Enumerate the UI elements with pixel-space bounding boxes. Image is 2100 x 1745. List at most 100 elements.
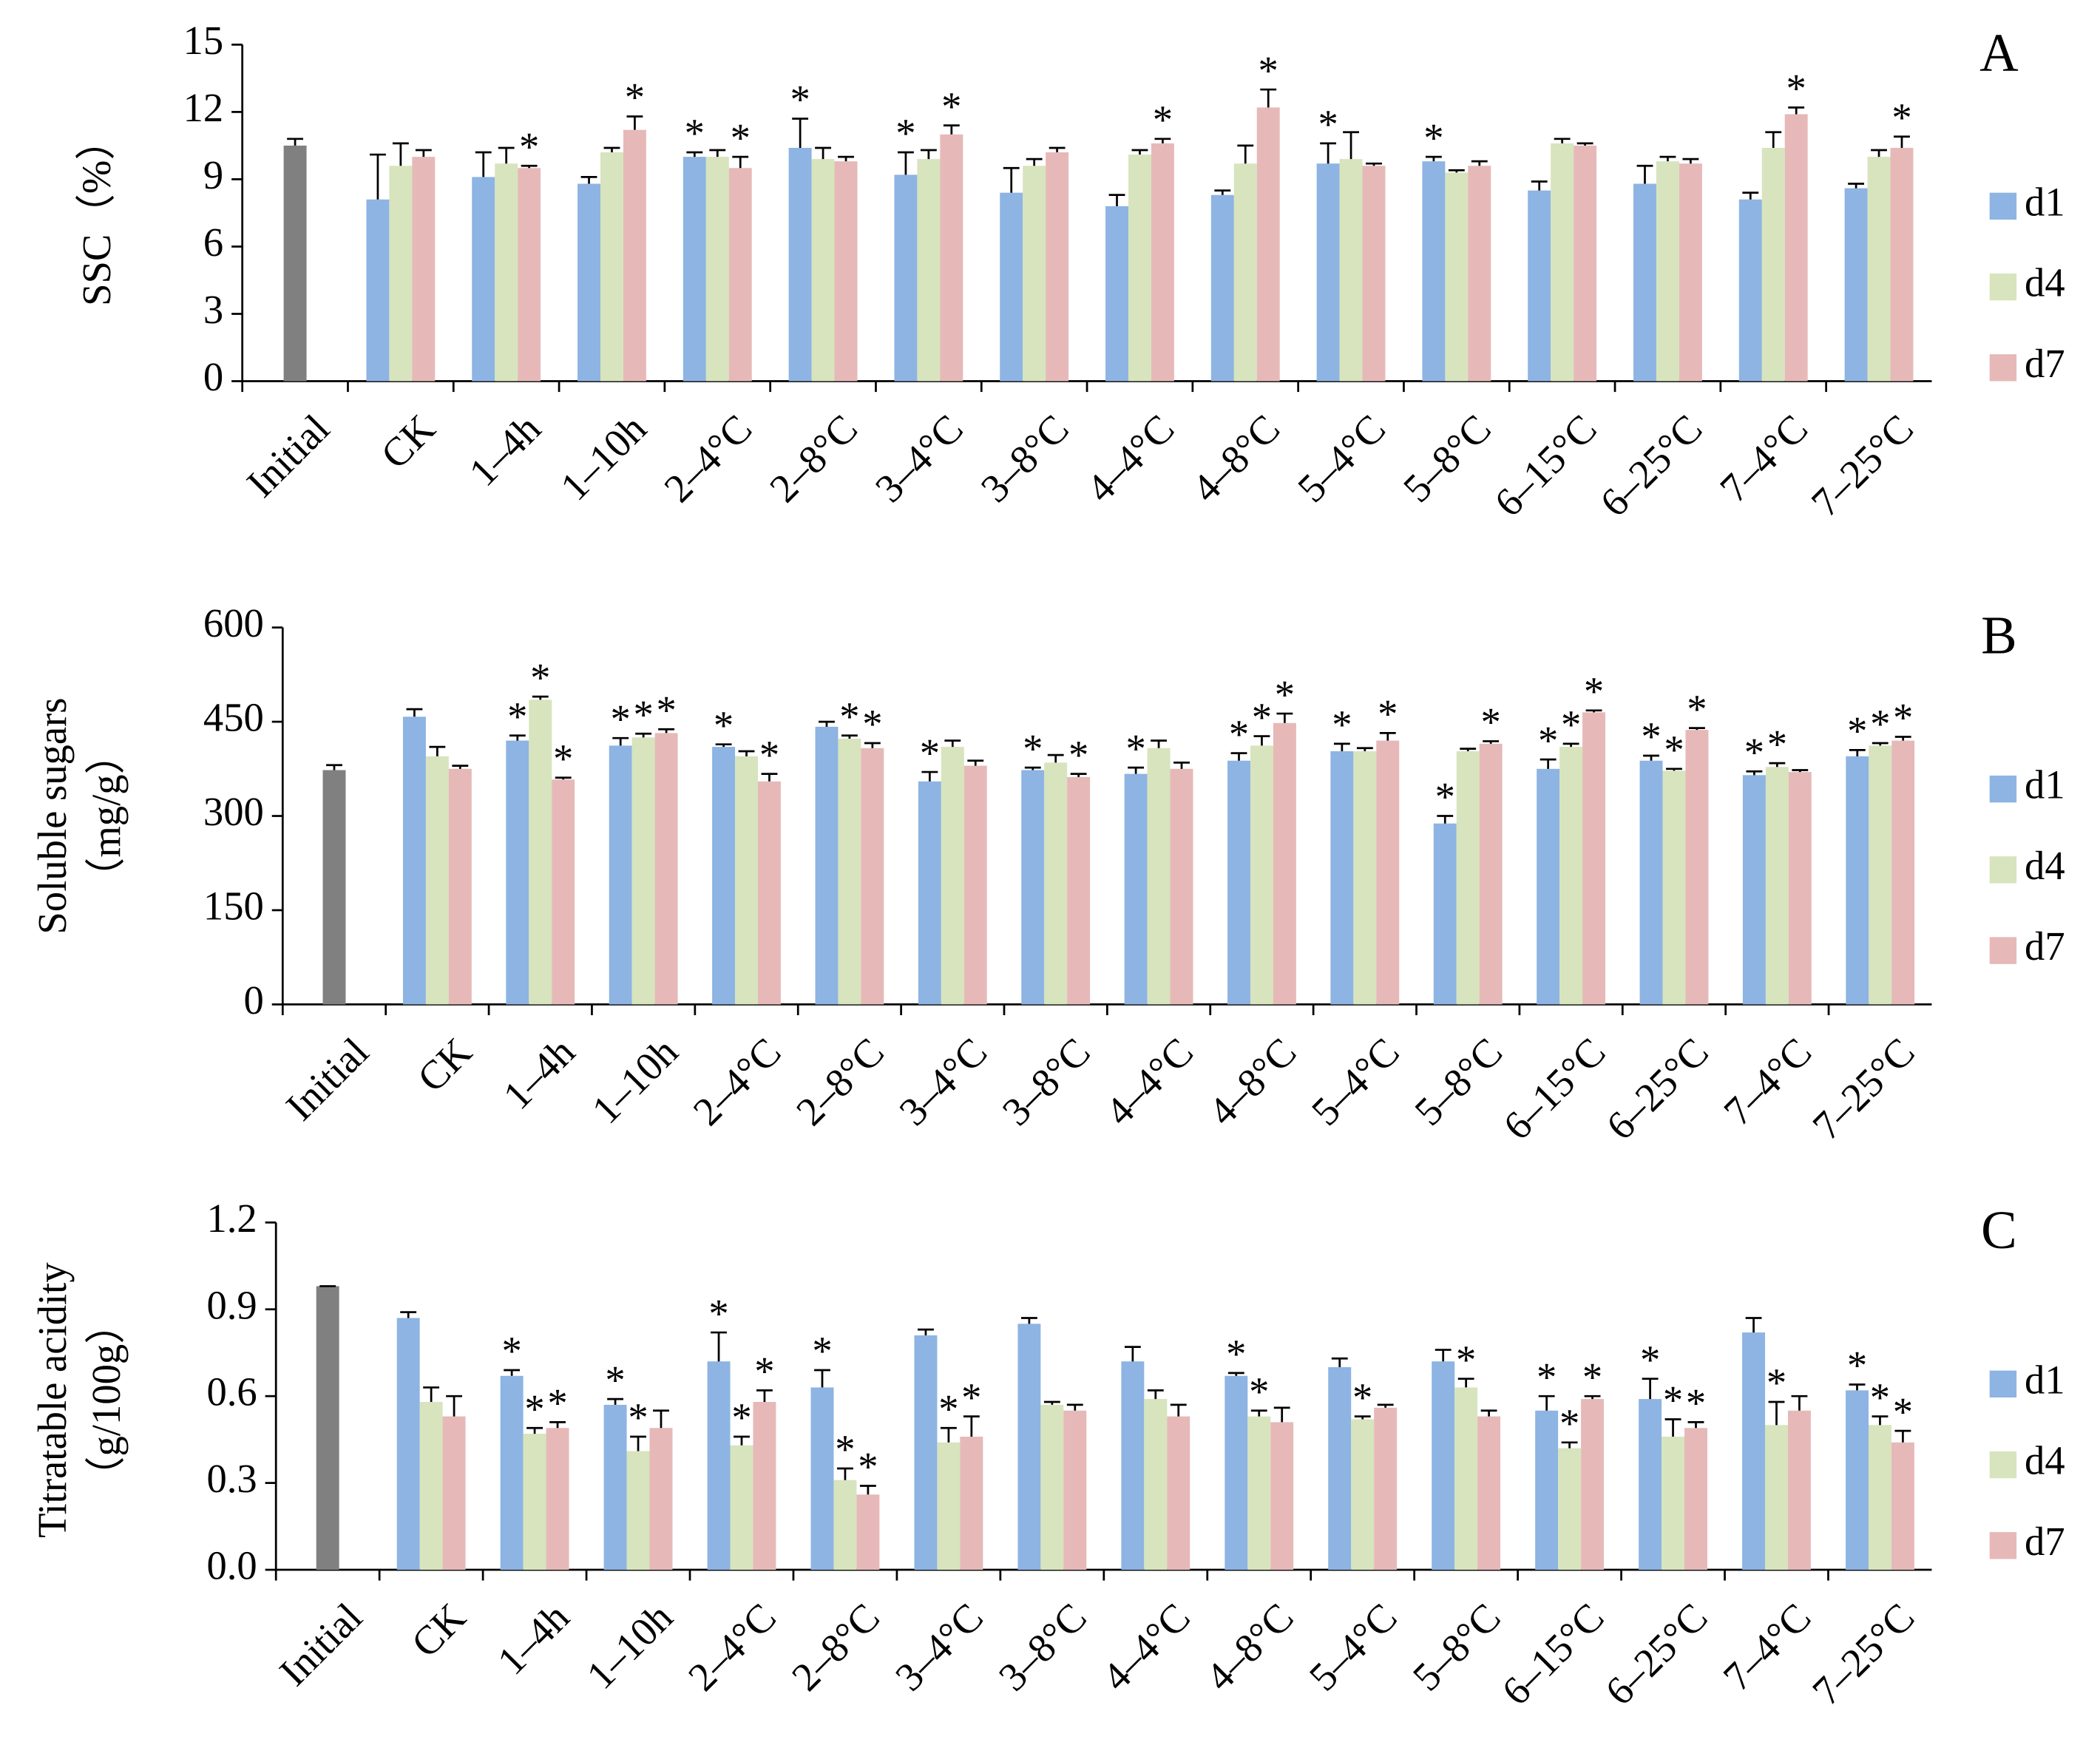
- significance-mark: *: [1249, 1369, 1269, 1414]
- bar: [419, 1402, 443, 1570]
- bar: [917, 159, 941, 382]
- error-bar: [1273, 1406, 1290, 1423]
- x-tick-label: 6–15°C: [1493, 1594, 1613, 1714]
- significance-mark: *: [530, 655, 550, 700]
- x-tick-label: 5–8°C: [1406, 1029, 1511, 1134]
- significance-mark: *: [1893, 1389, 1913, 1434]
- error-bar: [815, 146, 831, 160]
- error-bar: [1872, 1415, 1889, 1426]
- error-bar: [1147, 1389, 1164, 1400]
- panel-label: B: [1981, 606, 2017, 665]
- error-bar: [967, 759, 984, 766]
- error-bar: [1227, 1372, 1244, 1376]
- error-bar: [1435, 1349, 1452, 1362]
- error-bar: [1659, 155, 1676, 162]
- error-bar: [1230, 752, 1247, 761]
- bar: [1128, 155, 1151, 382]
- bar: [402, 716, 426, 1005]
- bar: [963, 765, 987, 1005]
- error-bar: [1131, 149, 1148, 155]
- legend-swatch: [1989, 1370, 2017, 1397]
- error-bar: [1538, 1395, 1555, 1411]
- error-bar: [1643, 754, 1659, 761]
- error-bar: [1154, 138, 1171, 143]
- significance-mark: *: [1068, 732, 1088, 777]
- error-bar: [1894, 1429, 1911, 1443]
- legend-swatch: [1989, 1451, 2017, 1479]
- bar: [730, 1445, 753, 1570]
- error-bar: [635, 732, 652, 738]
- significance-mark: *: [519, 124, 539, 169]
- error-bar: [406, 708, 423, 717]
- bar: [546, 1428, 569, 1570]
- bar: [1233, 163, 1257, 382]
- bar: [396, 1318, 420, 1570]
- significance-mark: *: [1847, 708, 1867, 753]
- error-bar: [1483, 740, 1500, 744]
- x-tick-label: 5–8°C: [1395, 406, 1500, 511]
- legend-label: d4: [2025, 1438, 2065, 1483]
- bar: [631, 737, 655, 1005]
- bar: [1468, 166, 1491, 382]
- x-tick-label: 4–8°C: [1199, 1029, 1304, 1134]
- bar: [1270, 1422, 1294, 1570]
- bar: [1639, 760, 1663, 1005]
- bar: [412, 157, 436, 382]
- significance-mark: *: [1352, 1375, 1372, 1420]
- bar: [1765, 1425, 1788, 1570]
- y-tick-label: 300: [203, 789, 264, 834]
- significance-mark: *: [759, 732, 779, 777]
- error-bar: [1792, 769, 1809, 773]
- significance-mark: *: [611, 697, 631, 742]
- significance-mark: *: [1584, 669, 1604, 714]
- error-bar: [734, 1435, 750, 1446]
- bar: [1256, 107, 1280, 382]
- x-tick-label: 3–8°C: [972, 406, 1077, 511]
- bar: [1225, 1375, 1248, 1570]
- error-bar: [711, 1331, 727, 1362]
- x-tick-label: 5–4°C: [1289, 406, 1394, 511]
- error-bar: [498, 146, 515, 164]
- bar: [941, 747, 964, 1005]
- legend-swatch: [1989, 775, 2017, 803]
- error-bar: [1457, 1378, 1474, 1388]
- significance-mark: *: [1870, 1375, 1890, 1420]
- x-tick-label: 7–4°C: [1714, 1594, 1819, 1699]
- significance-mark: *: [839, 694, 859, 739]
- significance-mark: *: [1318, 102, 1338, 147]
- bar: [1559, 747, 1583, 1005]
- bar: [1633, 183, 1656, 382]
- error-bar: [792, 118, 809, 148]
- legend-label: d1: [2025, 762, 2065, 807]
- bar: [705, 157, 729, 382]
- x-tick-label: 4–4°C: [1094, 1594, 1199, 1699]
- error-bar: [658, 728, 675, 733]
- significance-mark: *: [1847, 1343, 1867, 1388]
- error-bar: [1343, 131, 1359, 160]
- error-bar: [1151, 739, 1167, 748]
- bar: [1581, 1399, 1605, 1570]
- bar: [833, 1480, 857, 1570]
- bar: [815, 726, 839, 1005]
- error-bar: [1070, 773, 1087, 777]
- bar: [1433, 823, 1457, 1005]
- bar: [366, 199, 390, 382]
- x-tick-label: 1–10h: [552, 406, 655, 509]
- x-tick-label: 1–10h: [583, 1029, 687, 1133]
- x-tick-label: 3–4°C: [890, 1029, 995, 1134]
- bar: [1432, 1361, 1455, 1570]
- x-tick-label: 6–25°C: [1591, 406, 1711, 526]
- bar: [1063, 1410, 1087, 1570]
- error-bar: [423, 1386, 440, 1403]
- x-tick-label: 1–4h: [494, 1029, 583, 1118]
- error-bar: [1769, 762, 1786, 768]
- error-bar: [1682, 157, 1699, 164]
- significance-mark: *: [1744, 730, 1764, 775]
- significance-mark: *: [731, 115, 751, 160]
- bar: [758, 781, 781, 1005]
- x-tick-label: Initial: [238, 406, 338, 506]
- error-bar: [1554, 138, 1571, 143]
- error-bar: [526, 1426, 543, 1434]
- bar: [1353, 751, 1377, 1005]
- bar: [1023, 166, 1046, 382]
